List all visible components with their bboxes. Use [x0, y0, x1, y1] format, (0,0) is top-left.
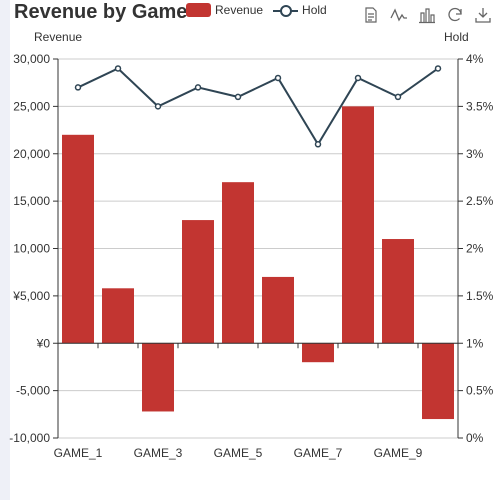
- y-right-axis-name: Hold: [444, 30, 469, 44]
- line-chart-icon[interactable]: [390, 6, 408, 24]
- revenue-bar: [182, 220, 214, 344]
- y-left-tick-label: 10,000: [13, 242, 50, 256]
- hold-line: [77, 67, 439, 147]
- x-axis-label: GAME_5: [214, 446, 263, 460]
- legend-line-swatch: [273, 3, 299, 17]
- y-right-tick-label: 1%: [466, 336, 484, 350]
- revenue-bar: [302, 343, 334, 363]
- y-left-tick-label: 20,000: [13, 147, 50, 161]
- left-edge-strip: [0, 0, 10, 500]
- toolbox: [362, 6, 492, 24]
- x-axis-label: GAME_9: [374, 446, 423, 460]
- save-image-icon[interactable]: [474, 6, 492, 24]
- hold-point: [194, 84, 202, 91]
- y-right-tick-label: 3.5%: [466, 99, 494, 113]
- legend-bar-swatch: [186, 3, 211, 17]
- revenue-bar: [262, 276, 294, 344]
- revenue-bar: [422, 343, 454, 420]
- y-left-tick-label: -10,000: [9, 431, 50, 445]
- hold-point: [114, 65, 122, 72]
- x-axis-label: GAME_3: [134, 446, 183, 460]
- restore-icon[interactable]: [446, 6, 464, 24]
- hold-point: [434, 65, 442, 72]
- y-right-tick-label: 1.5%: [466, 289, 494, 303]
- hold-point: [274, 74, 282, 82]
- hold-point: [234, 93, 242, 101]
- hold-point: [314, 141, 322, 148]
- y-right-tick-label: 0%: [466, 431, 484, 445]
- y-left-tick-label: 15,000: [13, 194, 50, 208]
- revenue-bar: [102, 288, 134, 344]
- hold-point: [154, 103, 162, 110]
- y-left-axis-name: Revenue: [34, 30, 83, 44]
- y-left-tick-label: 30,000: [13, 52, 50, 66]
- revenue-bar: [382, 239, 414, 344]
- revenue-bar: [142, 343, 174, 412]
- bar-chart-icon[interactable]: [418, 6, 436, 24]
- legend: Revenue Hold: [186, 3, 337, 17]
- revenue-bar: [62, 134, 94, 344]
- y-right-tick-label: 2%: [466, 242, 484, 256]
- hold-point: [74, 84, 82, 91]
- legend-item-revenue[interactable]: Revenue: [186, 3, 263, 17]
- y-left-tick-label: -5,000: [16, 384, 50, 398]
- hold-point: [354, 74, 362, 82]
- y-right-tick-label: 2.5%: [466, 194, 494, 208]
- y-left-tick-label: ¥5,000: [12, 289, 50, 303]
- legend-label-revenue: Revenue: [215, 3, 264, 17]
- y-right-tick-label: 4%: [466, 52, 484, 66]
- legend-item-hold[interactable]: Hold: [273, 3, 327, 17]
- data-view-icon[interactable]: [362, 6, 380, 24]
- x-axis-label: GAME_7: [294, 446, 343, 460]
- legend-label-hold: Hold: [302, 3, 327, 17]
- y-right-tick-label: 0.5%: [466, 384, 494, 398]
- y-left-tick-label: ¥0: [36, 336, 51, 350]
- revenue-bar: [342, 106, 374, 344]
- hold-point: [394, 93, 402, 101]
- y-left-tick-label: 25,000: [13, 99, 50, 113]
- revenue-bar: [222, 182, 254, 344]
- chart-title: Revenue by Game: [14, 1, 188, 23]
- x-axis-label: GAME_1: [54, 446, 103, 460]
- y-right-tick-label: 3%: [466, 147, 484, 161]
